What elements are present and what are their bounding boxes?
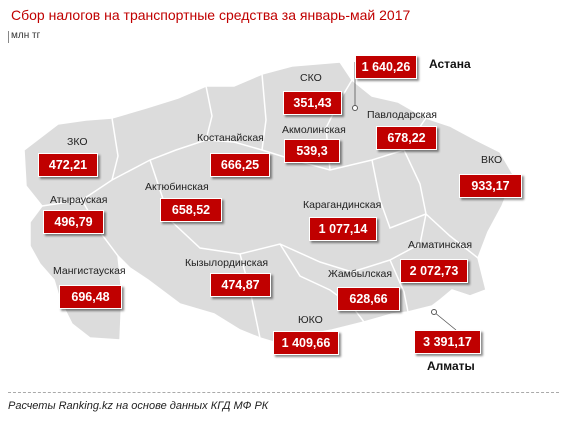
city-value-almaty: 3 391,17 [414, 330, 481, 354]
footer-divider [8, 392, 559, 393]
region-value-aktobe: 658,52 [160, 198, 222, 222]
region-value-yuko: 1 409,66 [273, 331, 339, 355]
region-label-zko: ЗКО [67, 136, 88, 148]
region-value-kostanay: 666,25 [210, 153, 270, 177]
region-label-atyrau: Атырауская [50, 194, 108, 206]
region-value-almaty-region: 2 072,73 [400, 259, 468, 283]
chart-title: Сбор налогов на транспортные средства за… [11, 7, 411, 23]
city-label-almaty: Алматы [427, 359, 475, 373]
region-value-zko: 472,21 [38, 153, 98, 177]
region-label-yuko: ЮКО [298, 314, 323, 326]
region-value-sko: 351,43 [283, 91, 342, 115]
region-value-kyzylorda: 474,87 [210, 273, 271, 297]
region-value-mangistau: 696,48 [59, 285, 122, 309]
region-value-atyrau: 496,79 [43, 210, 104, 234]
region-value-zhambyl: 628,66 [337, 287, 400, 311]
region-label-vko: ВКО [481, 154, 503, 166]
source-note: Расчеты Ranking.kz на основе данных КГД … [8, 400, 269, 412]
region-label-almaty-region: Алматинская [408, 239, 473, 251]
city-label-astana: Астана [429, 57, 471, 71]
region-value-akmola: 539,3 [284, 139, 340, 163]
region-label-zhambyl: Жамбылская [328, 268, 393, 280]
region-label-kostanay: Костанайская [197, 132, 264, 144]
almaty-leader [433, 311, 457, 331]
city-value-astana: 1 640,26 [355, 55, 417, 79]
region-label-sko: СКО [300, 72, 322, 84]
unit-label: млн тг [7, 30, 41, 43]
region-label-karaganda: Карагандинская [303, 199, 382, 211]
region-label-mangistau: Мангистауская [53, 265, 126, 277]
region-label-aktobe: Актюбинская [145, 181, 209, 193]
region-label-pavlodar: Павлодарская [367, 109, 437, 121]
region-value-pavlodar: 678,22 [376, 126, 437, 150]
almaty-marker [431, 309, 437, 315]
astana-marker [352, 105, 358, 111]
region-label-kyzylorda: Кызылординская [185, 257, 269, 269]
region-value-vko: 933,17 [459, 174, 522, 198]
region-label-akmola: Акмолинская [282, 124, 346, 136]
region-value-karaganda: 1 077,14 [309, 217, 377, 241]
